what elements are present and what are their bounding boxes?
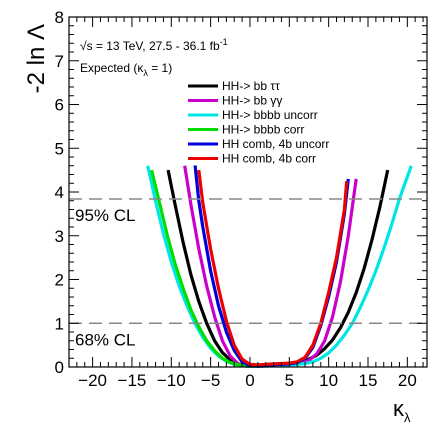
x-tick-label-7: 15 [359,371,378,390]
energy-label: √s = 13 TeV, 27.5 - 36.1 fb-1 [80,37,228,53]
legend-label-4: HH comb, 4b uncorr [222,137,329,151]
x-tick-label-5: 5 [285,371,294,390]
x-tick-label-1: −15 [118,371,147,390]
y-tick-label-2: 2 [55,271,64,290]
x-tick-label-3: −5 [201,371,220,390]
expected-label: Expected (κλ = 1) [80,61,172,78]
legend-bg-0 [186,79,336,93]
y-tick-label-6: 6 [55,96,64,115]
y-tick-label-0: 0 [55,358,64,377]
legend-bg-2 [186,108,336,122]
y-tick-label-5: 5 [55,139,64,158]
y-tick-label-1: 1 [55,314,64,333]
legend-label-2: HH-> bbbb uncorr [222,108,318,122]
x-tick-label-2: −10 [157,371,186,390]
x-axis-title: κλ [393,396,411,425]
series-line-3 [150,169,254,368]
legend-bg-5 [186,151,336,166]
x-tick-label-8: 20 [398,371,417,390]
legend-bg-1 [186,93,336,108]
reference-lines: 95% CL 68% CL [69,198,427,349]
plot-frame [68,16,428,368]
legend-label-1: HH-> bb γγ [222,94,282,108]
legend-label-5: HH comb, 4b corr [222,152,316,166]
cl-label-0: 95% CL [75,206,135,225]
y-tick-label-8: 8 [55,8,64,27]
x-tick-label-4: 0 [245,371,254,390]
y-axis-title: -2 ln Λ [23,24,50,93]
legend-bg-3 [186,122,336,137]
y-tick-label-4: 4 [55,183,64,202]
x-tick-label-6: 10 [319,371,338,390]
legend-label-3: HH-> bbbb corr [222,123,304,137]
legend-bg-4 [186,137,336,151]
y-tick-label-3: 3 [55,227,64,246]
cl-label-1: 68% CL [75,330,135,349]
y-tick-label-7: 7 [55,52,64,71]
axes: −20 −15 −10 −5 0 5 10 15 20 0 1 2 3 4 5 6 7 8 [55,8,427,390]
x-tick-label-0: −20 [78,371,107,390]
legend-label-0: HH-> bb ττ [222,79,280,93]
